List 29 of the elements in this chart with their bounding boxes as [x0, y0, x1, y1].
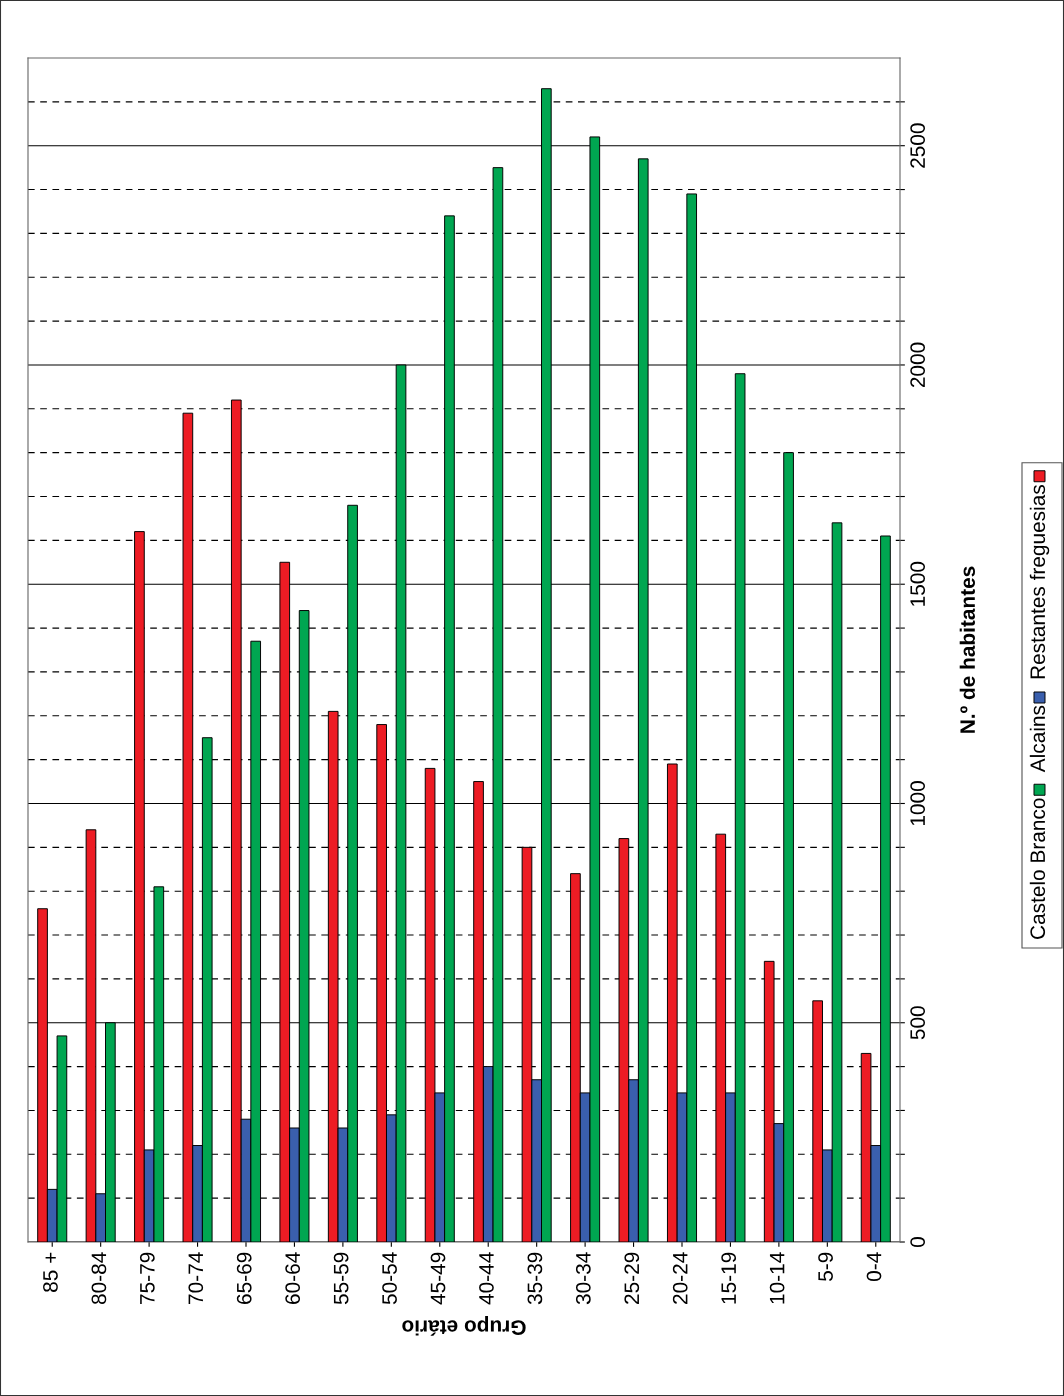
x-tick-label: 10-14	[769, 1252, 785, 1304]
x-tick-label: 50-54	[382, 1252, 397, 1305]
x-tick-label: 20-24	[672, 1252, 688, 1304]
legend-label: Castelo Branco	[1029, 798, 1046, 939]
x-tick-label: 55-59	[333, 1252, 349, 1305]
x-tick-label: 75-79	[139, 1252, 155, 1304]
x-tick-label: 45-49	[430, 1252, 446, 1305]
y-tick-label: 1500	[910, 561, 926, 606]
x-tick-label: 85 +	[43, 1252, 58, 1292]
y-tick-label: 0	[910, 1237, 926, 1247]
x-tick-label: 80-84	[91, 1252, 107, 1305]
x-tick-label: 60-64	[285, 1252, 301, 1304]
x-tick-label: 70-74	[188, 1252, 204, 1304]
y-tick-label: 500	[910, 1006, 926, 1040]
x-tick-label: 40-44	[479, 1252, 494, 1305]
x-tick-label: 0-4	[866, 1252, 882, 1282]
x-tick-label: 35-39	[527, 1252, 543, 1305]
y-tick-label: 2000	[910, 342, 926, 388]
y-tick-label: 2500	[910, 123, 926, 168]
x-tick-label: 15-19	[721, 1252, 737, 1304]
x-tick-label: 30-34	[575, 1252, 591, 1305]
x-tick-label: 65-69	[236, 1252, 252, 1304]
x-axis-title: Grupo etário	[402, 1316, 526, 1336]
x-tick-label: 25-29	[624, 1252, 640, 1304]
legend-label: Alcains	[1029, 705, 1046, 773]
x-tick-label: 5-9	[818, 1252, 833, 1281]
legend-label: Restantes freguesias	[1029, 485, 1050, 679]
y-axis-title: N.º de habitantes	[959, 566, 975, 733]
y-tick-label: 1000	[910, 781, 926, 826]
